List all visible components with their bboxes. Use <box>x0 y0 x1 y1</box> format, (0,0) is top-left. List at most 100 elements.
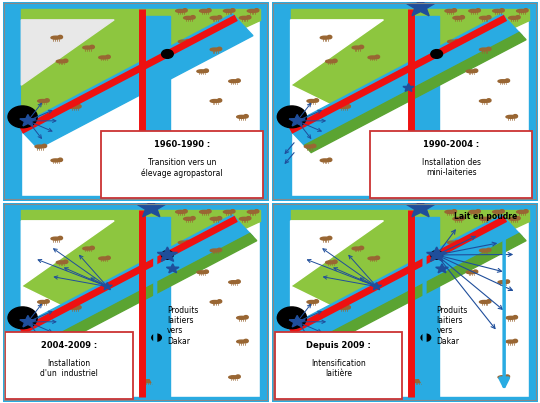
Circle shape <box>505 375 510 378</box>
Circle shape <box>161 50 173 58</box>
Ellipse shape <box>229 376 238 379</box>
FancyBboxPatch shape <box>101 131 262 198</box>
Ellipse shape <box>466 70 476 73</box>
Circle shape <box>58 237 63 240</box>
Text: Produits
laitiers
vers
Dakar: Produits laitiers vers Dakar <box>436 305 468 346</box>
Circle shape <box>487 16 491 19</box>
Ellipse shape <box>466 271 476 274</box>
Circle shape <box>58 35 63 39</box>
Circle shape <box>513 316 517 319</box>
Ellipse shape <box>307 301 316 303</box>
Circle shape <box>487 248 491 251</box>
Circle shape <box>77 105 81 108</box>
Polygon shape <box>102 283 112 290</box>
Text: Produits
laitiers
vers
Dakar: Produits laitiers vers Dakar <box>167 305 199 346</box>
Polygon shape <box>372 283 382 290</box>
Circle shape <box>183 9 187 12</box>
Ellipse shape <box>38 100 48 102</box>
Circle shape <box>327 35 332 39</box>
Circle shape <box>379 177 388 183</box>
Circle shape <box>244 339 248 343</box>
Polygon shape <box>289 316 305 327</box>
Ellipse shape <box>352 247 362 250</box>
Ellipse shape <box>307 100 316 102</box>
Circle shape <box>487 47 491 51</box>
Polygon shape <box>20 114 36 126</box>
Ellipse shape <box>509 217 518 220</box>
Ellipse shape <box>210 249 220 252</box>
Circle shape <box>346 105 350 108</box>
Ellipse shape <box>326 60 335 63</box>
Ellipse shape <box>448 40 457 43</box>
FancyBboxPatch shape <box>5 332 133 399</box>
Circle shape <box>185 39 190 43</box>
Ellipse shape <box>480 301 489 303</box>
Text: Depuis 2009 :: Depuis 2009 : <box>306 341 371 349</box>
Circle shape <box>63 260 68 264</box>
Ellipse shape <box>184 17 193 19</box>
Ellipse shape <box>178 241 188 244</box>
Ellipse shape <box>144 380 153 383</box>
Circle shape <box>524 210 528 213</box>
Ellipse shape <box>56 261 66 264</box>
Circle shape <box>487 216 491 220</box>
Polygon shape <box>291 85 383 131</box>
Ellipse shape <box>35 145 45 148</box>
Circle shape <box>359 246 363 249</box>
Ellipse shape <box>352 46 362 49</box>
Ellipse shape <box>35 346 45 349</box>
Ellipse shape <box>326 261 335 264</box>
Circle shape <box>452 9 456 12</box>
Ellipse shape <box>239 17 249 19</box>
Ellipse shape <box>305 145 314 148</box>
Circle shape <box>42 144 46 147</box>
Circle shape <box>246 16 251 19</box>
Ellipse shape <box>339 106 348 108</box>
Circle shape <box>452 210 456 213</box>
Ellipse shape <box>445 210 455 213</box>
Circle shape <box>244 138 248 142</box>
Ellipse shape <box>492 9 502 12</box>
Circle shape <box>58 359 63 362</box>
Circle shape <box>8 106 37 128</box>
Circle shape <box>207 210 211 213</box>
Circle shape <box>217 300 222 303</box>
Polygon shape <box>137 197 165 217</box>
Polygon shape <box>291 286 383 332</box>
Circle shape <box>110 177 118 183</box>
Polygon shape <box>21 20 114 85</box>
Circle shape <box>58 158 63 162</box>
Circle shape <box>204 270 208 273</box>
Circle shape <box>473 69 478 73</box>
Circle shape <box>455 39 459 43</box>
Polygon shape <box>305 32 526 153</box>
Ellipse shape <box>210 301 220 303</box>
Ellipse shape <box>197 70 206 73</box>
Ellipse shape <box>38 301 48 303</box>
Polygon shape <box>291 221 383 286</box>
Circle shape <box>505 174 510 177</box>
Ellipse shape <box>247 210 257 213</box>
Text: 1960-1990 :: 1960-1990 : <box>154 139 210 149</box>
Circle shape <box>278 106 307 128</box>
Circle shape <box>106 256 110 260</box>
Polygon shape <box>436 264 448 273</box>
Circle shape <box>346 305 350 309</box>
Circle shape <box>312 345 316 349</box>
Ellipse shape <box>99 56 109 59</box>
Polygon shape <box>287 215 522 349</box>
Ellipse shape <box>480 100 489 102</box>
Circle shape <box>152 334 161 341</box>
Circle shape <box>231 210 235 213</box>
Circle shape <box>254 210 259 213</box>
Circle shape <box>312 144 316 147</box>
Circle shape <box>516 16 520 19</box>
Circle shape <box>183 210 187 213</box>
Circle shape <box>106 55 110 58</box>
Circle shape <box>110 378 118 384</box>
Text: Intensification
laitière: Intensification laitière <box>311 359 366 378</box>
Circle shape <box>217 248 222 251</box>
Text: Installation des
mini-laiteries: Installation des mini-laiteries <box>422 158 481 177</box>
Ellipse shape <box>506 115 516 118</box>
Ellipse shape <box>368 56 377 59</box>
